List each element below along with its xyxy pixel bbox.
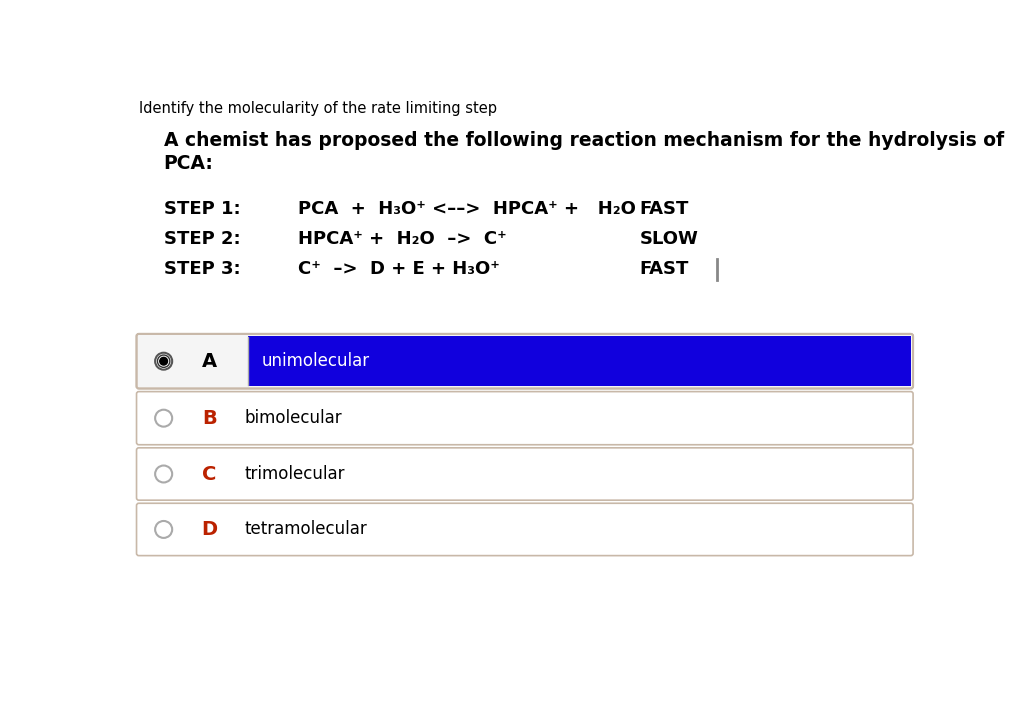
Text: trimolecular: trimolecular — [245, 465, 345, 483]
FancyBboxPatch shape — [136, 392, 913, 445]
Text: PCA  +  H₃O⁺ <––>  HPCA⁺ +   H₂O: PCA + H₃O⁺ <––> HPCA⁺ + H₂O — [299, 200, 636, 218]
FancyBboxPatch shape — [136, 334, 913, 389]
Text: C⁺  –>  D + E + H₃O⁺: C⁺ –> D + E + H₃O⁺ — [299, 260, 501, 278]
Text: B: B — [202, 409, 217, 427]
Text: D: D — [202, 520, 217, 539]
Text: Identify the molecularity of the rate limiting step: Identify the molecularity of the rate li… — [139, 102, 497, 116]
Circle shape — [160, 357, 168, 365]
Circle shape — [155, 353, 172, 369]
Circle shape — [155, 410, 172, 427]
Text: PCA:: PCA: — [164, 154, 214, 173]
Text: HPCA⁺ +  H₂O  –>  C⁺: HPCA⁺ + H₂O –> C⁺ — [299, 230, 507, 248]
Text: A: A — [202, 352, 217, 371]
Text: STEP 3:: STEP 3: — [164, 260, 241, 278]
Bar — [248, 337, 910, 386]
Text: STEP 2:: STEP 2: — [164, 230, 241, 248]
Text: SLOW: SLOW — [640, 230, 698, 248]
Text: FAST: FAST — [640, 200, 689, 218]
Text: C: C — [202, 465, 216, 483]
Text: STEP 1:: STEP 1: — [164, 200, 241, 218]
Circle shape — [155, 521, 172, 538]
FancyBboxPatch shape — [136, 448, 913, 500]
Text: bimolecular: bimolecular — [245, 409, 342, 427]
Text: tetramolecular: tetramolecular — [245, 521, 367, 538]
Text: unimolecular: unimolecular — [262, 352, 371, 370]
Text: A chemist has proposed the following reaction mechanism for the hydrolysis of: A chemist has proposed the following rea… — [164, 130, 1004, 150]
Text: FAST: FAST — [640, 260, 689, 278]
FancyBboxPatch shape — [136, 503, 913, 556]
Circle shape — [155, 465, 172, 483]
